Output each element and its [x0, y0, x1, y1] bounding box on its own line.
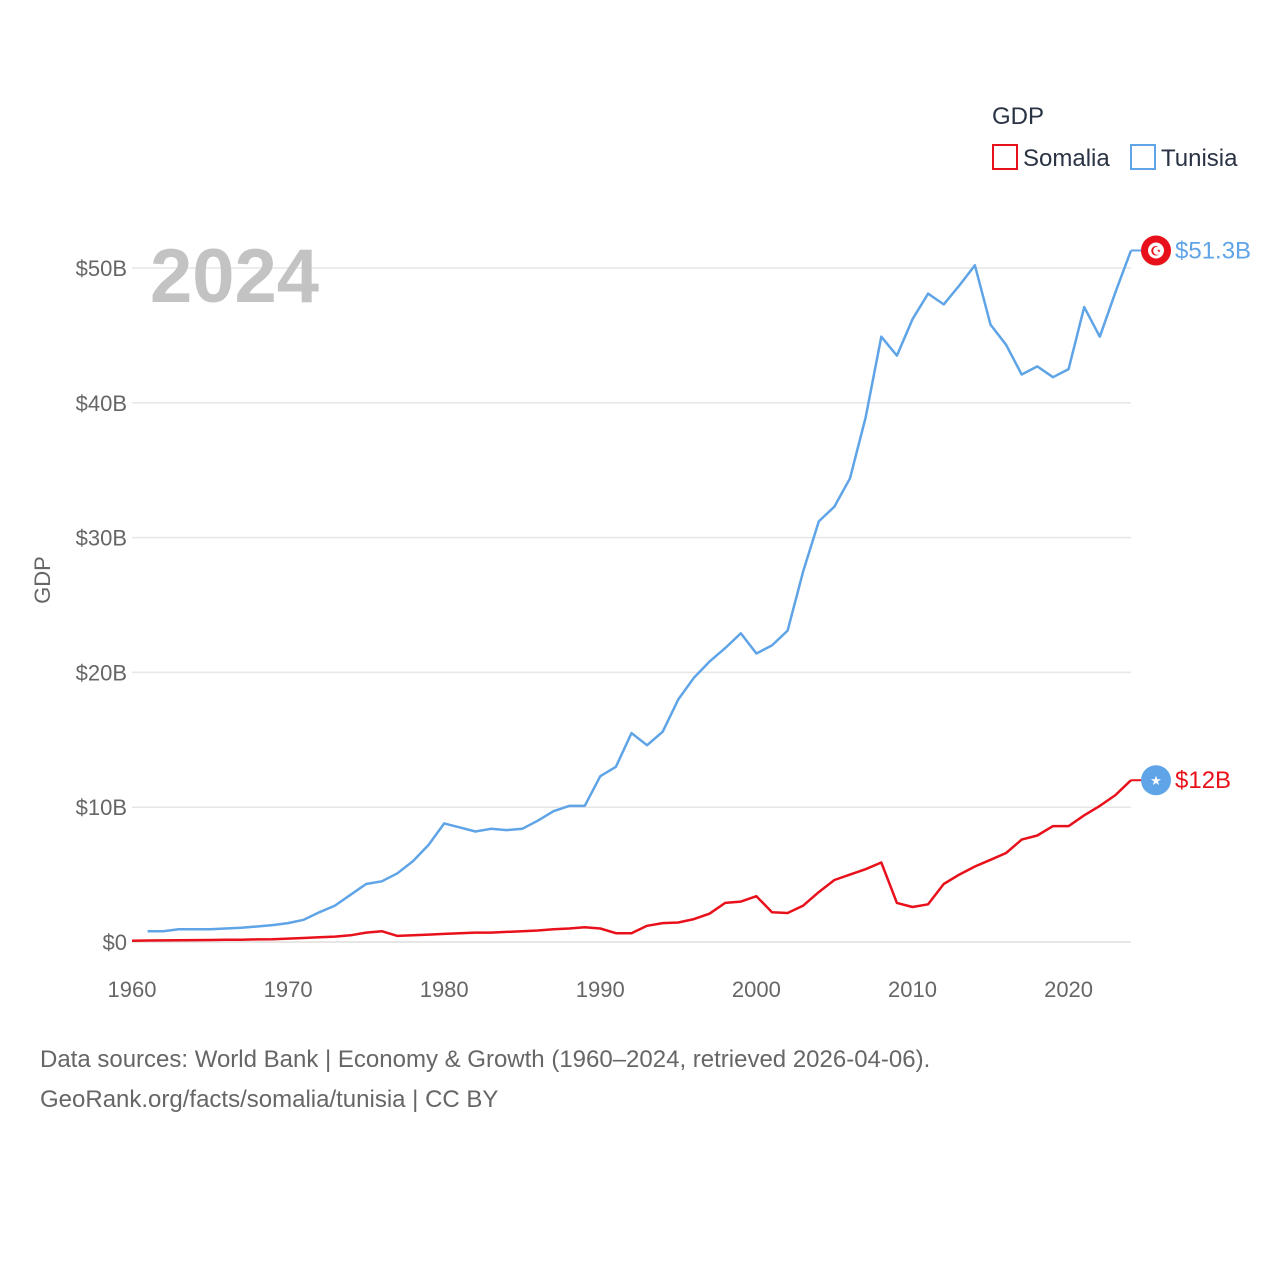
year-label: 2024 [150, 234, 319, 319]
tunisia-series-line [147, 250, 1133, 933]
x-tick-label: 1960 [108, 977, 157, 1002]
somalia-series-line [131, 779, 1132, 942]
somalia-end-value-label: $12B [1175, 767, 1231, 794]
legend[interactable]: GDP Somalia Tunisia [992, 103, 1238, 172]
y-axis-label: GDP [30, 556, 55, 604]
tunisia-legend-swatch [1130, 144, 1156, 170]
footer-attribution: GeoRank.org/facts/somalia/tunisia | CC B… [40, 1086, 499, 1113]
legend-title: GDP [992, 103, 1044, 130]
series-lines [131, 250, 1133, 942]
footer-sources: Data sources: World Bank | Economy & Gro… [40, 1046, 931, 1073]
legend-item-somalia[interactable]: Somalia [992, 144, 1110, 172]
somalia-legend-swatch [992, 144, 1018, 170]
x-tick-label: 1980 [420, 977, 469, 1002]
legend-items[interactable]: Somalia Tunisia [992, 144, 1238, 172]
somalia-legend-label: Somalia [1023, 145, 1110, 172]
y-tick-label: $40B [76, 391, 127, 416]
y-tick-label: $20B [76, 660, 127, 685]
tunisia-end-value-label: $51.3B [1175, 237, 1251, 264]
somalia-flag-symbol: ★ [1150, 774, 1162, 789]
end-markers: ★ $12B ☪ $51.3B [1131, 235, 1251, 796]
y-axis-ticks: $0 $10B $20B $30B $40B $50B [76, 256, 127, 955]
x-tick-label: 1990 [576, 977, 625, 1002]
footer: Data sources: World Bank | Economy & Gro… [40, 1040, 930, 1120]
somalia-flag-icon [1141, 765, 1171, 796]
y-tick-label: $10B [76, 795, 127, 820]
legend-item-tunisia[interactable]: Tunisia [1130, 144, 1238, 172]
tunisia-flag-symbol: ☪ [1150, 244, 1162, 259]
x-tick-label: 2020 [1044, 977, 1093, 1002]
x-tick-label: 2000 [732, 977, 781, 1002]
y-tick-label: $0 [103, 930, 127, 955]
tunisia-flag-disc [1148, 242, 1164, 259]
tunisia-legend-label: Tunisia [1161, 145, 1238, 172]
x-axis-ticks: 1960 1970 1980 1990 2000 2010 2020 [108, 977, 1094, 1002]
y-tick-label: $50B [76, 256, 127, 281]
x-tick-label: 1970 [264, 977, 313, 1002]
x-tick-label: 2010 [888, 977, 937, 1002]
y-tick-label: $30B [76, 526, 127, 551]
gridlines [132, 267, 1131, 943]
